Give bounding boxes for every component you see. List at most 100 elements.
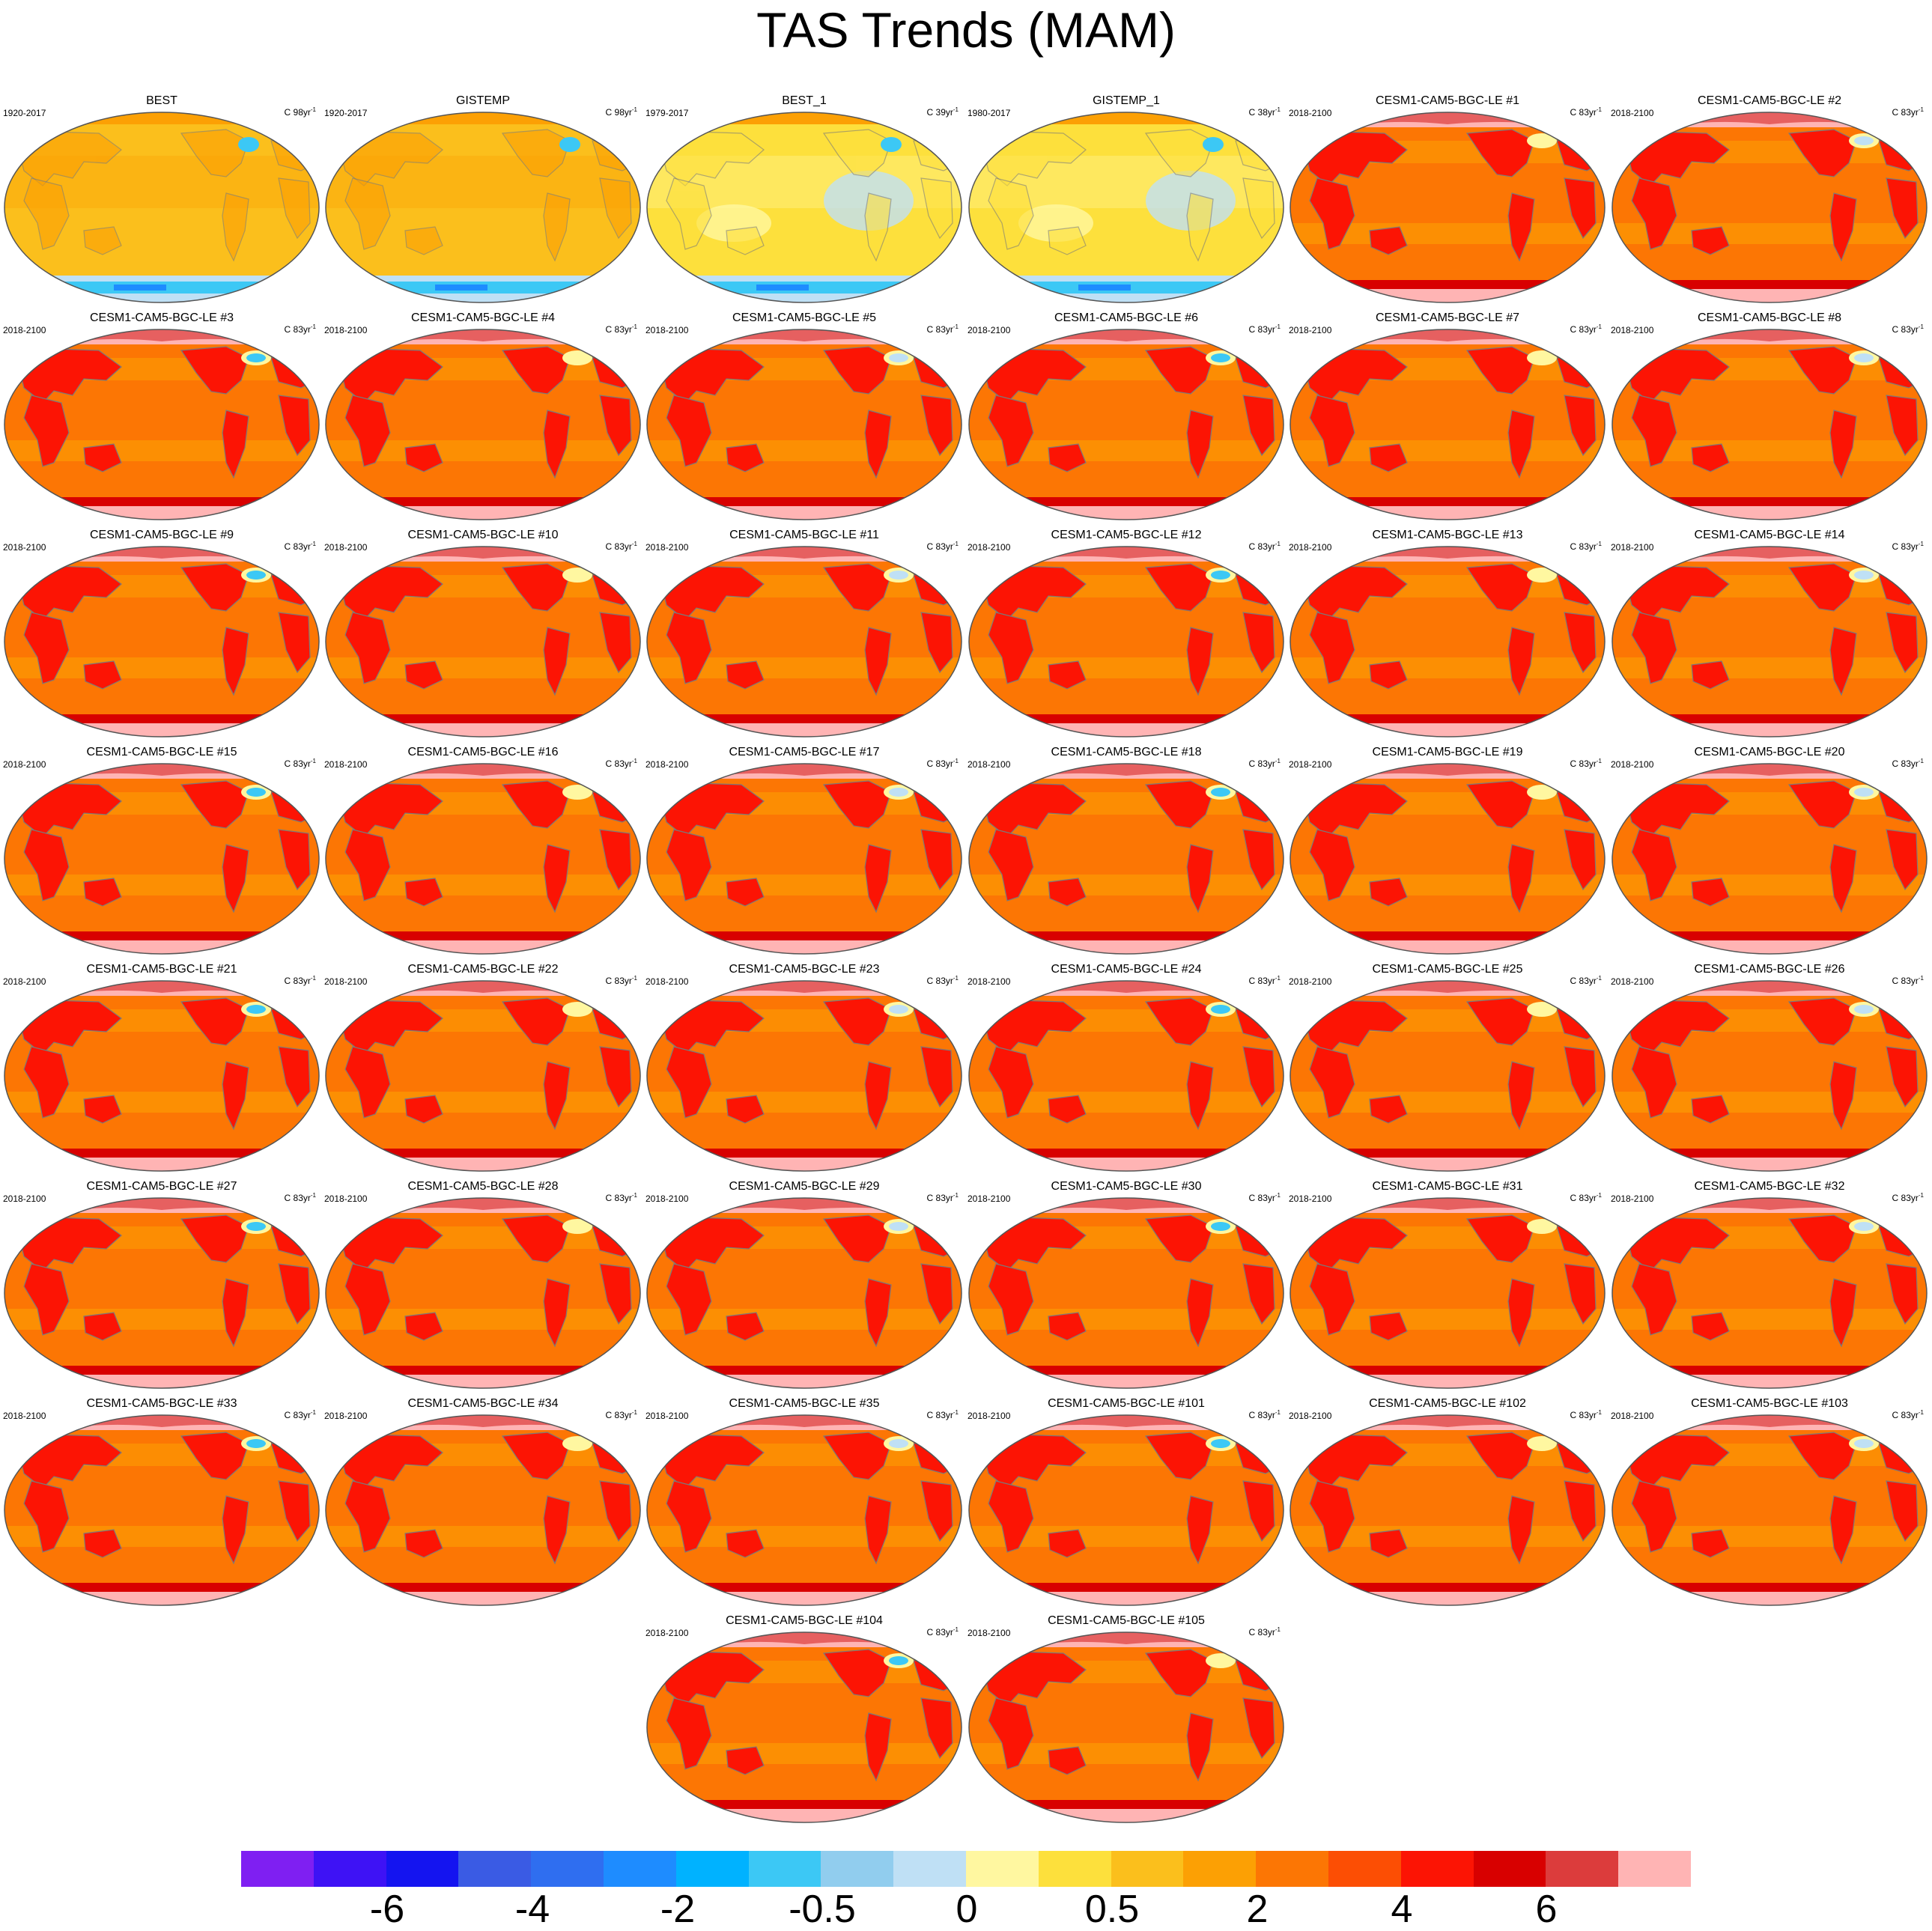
- panel-title: CESM1-CAM5-BGC-LE #21: [86, 963, 237, 976]
- panel-period: 2018-2100: [645, 976, 689, 987]
- panel-title: BEST: [146, 94, 177, 107]
- panel-units: C 83yr-1: [1248, 541, 1281, 552]
- world-map: [646, 1197, 962, 1389]
- colorbar-swatch: [966, 1851, 1039, 1887]
- map-panel: CESM1-CAM5-BGC-LE #2 2018-2100 C 83yr-1: [1609, 94, 1930, 304]
- panel-period: 2018-2100: [645, 1628, 689, 1638]
- map-panel: CESM1-CAM5-BGC-LE #6 2018-2100 C 83yr-1: [966, 311, 1287, 521]
- panel-period: 2018-2100: [324, 1411, 368, 1421]
- map-panel: CESM1-CAM5-BGC-LE #9 2018-2100 C 83yr-1: [1, 529, 322, 738]
- panel-title: CESM1-CAM5-BGC-LE #25: [1372, 963, 1523, 976]
- panel-units: C 38yr-1: [1248, 106, 1281, 118]
- panel-units: C 83yr-1: [1248, 1626, 1281, 1637]
- panel-title: CESM1-CAM5-BGC-LE #3: [89, 311, 234, 324]
- panel-period: 1920-2017: [324, 108, 368, 118]
- panel-title: CESM1-CAM5-BGC-LE #22: [407, 963, 559, 976]
- panel-units: C 83yr-1: [284, 323, 316, 335]
- panel-period: 2018-2100: [324, 542, 368, 553]
- panel-title: CESM1-CAM5-BGC-LE #17: [729, 746, 880, 758]
- panel-units: C 83yr-1: [1248, 1192, 1281, 1203]
- panel-units: C 83yr-1: [284, 1192, 316, 1203]
- panel-units: C 83yr-1: [926, 975, 959, 986]
- world-map: [646, 546, 962, 738]
- panel-units: C 83yr-1: [1570, 323, 1602, 335]
- panel-period: 2018-2100: [1289, 976, 1332, 987]
- panel-units: C 83yr-1: [1892, 323, 1924, 335]
- panel-period: 2018-2100: [967, 759, 1011, 770]
- colorbar-swatch: [1546, 1851, 1619, 1887]
- world-map: [968, 112, 1284, 303]
- colorbar-swatch: [241, 1851, 314, 1887]
- panel-title: CESM1-CAM5-BGC-LE #104: [726, 1614, 883, 1627]
- panel-period: 2018-2100: [1289, 1411, 1332, 1421]
- panel-period: 2018-2100: [3, 976, 46, 987]
- colorbar-swatch: [675, 1851, 749, 1887]
- map-panel: CESM1-CAM5-BGC-LE #17 2018-2100 C 83yr-1: [644, 746, 965, 955]
- colorbar-tick-label: 4: [1391, 1888, 1413, 1931]
- panel-title: CESM1-CAM5-BGC-LE #14: [1694, 529, 1845, 541]
- world-map: [1289, 1414, 1606, 1606]
- panel-period: 2018-2100: [3, 1411, 46, 1421]
- panel-title: CESM1-CAM5-BGC-LE #6: [1054, 311, 1199, 324]
- world-map: [1611, 1414, 1928, 1606]
- colorbar-swatch: [1328, 1851, 1401, 1887]
- world-map: [968, 980, 1284, 1172]
- map-panel: CESM1-CAM5-BGC-LE #11 2018-2100 C 83yr-1: [644, 529, 965, 738]
- map-panel: CESM1-CAM5-BGC-LE #27 2018-2100 C 83yr-1: [1, 1180, 322, 1390]
- map-panel: CESM1-CAM5-BGC-LE #104 2018-2100 C 83yr-1: [644, 1614, 965, 1824]
- colorbar-swatch: [1473, 1851, 1546, 1887]
- panel-title: CESM1-CAM5-BGC-LE #27: [86, 1180, 237, 1193]
- map-panel: CESM1-CAM5-BGC-LE #7 2018-2100 C 83yr-1: [1287, 311, 1608, 521]
- map-panel: CESM1-CAM5-BGC-LE #32 2018-2100 C 83yr-1: [1609, 1180, 1930, 1390]
- colorbar: [241, 1851, 1692, 1887]
- panel-period: 2018-2100: [1289, 759, 1332, 770]
- panel-title: CESM1-CAM5-BGC-LE #5: [732, 311, 877, 324]
- map-panel: GISTEMP_1 1980-2017 C 38yr-1: [966, 94, 1287, 304]
- panel-title: CESM1-CAM5-BGC-LE #26: [1694, 963, 1845, 976]
- panel-period: 2018-2100: [324, 325, 368, 335]
- world-map: [325, 763, 641, 955]
- colorbar-swatch: [893, 1851, 967, 1887]
- panel-units: C 83yr-1: [284, 975, 316, 986]
- map-panel: CESM1-CAM5-BGC-LE #13 2018-2100 C 83yr-1: [1287, 529, 1608, 738]
- colorbar-tick-label: -2: [660, 1888, 696, 1931]
- map-panel: CESM1-CAM5-BGC-LE #24 2018-2100 C 83yr-1: [966, 963, 1287, 1173]
- panel-period: 2018-2100: [3, 759, 46, 770]
- map-panel: CESM1-CAM5-BGC-LE #26 2018-2100 C 83yr-1: [1609, 963, 1930, 1173]
- map-panel: CESM1-CAM5-BGC-LE #30 2018-2100 C 83yr-1: [966, 1180, 1287, 1390]
- world-map: [646, 763, 962, 955]
- panel-period: 2018-2100: [1611, 325, 1654, 335]
- map-panel: CESM1-CAM5-BGC-LE #1 2018-2100 C 83yr-1: [1287, 94, 1608, 304]
- world-map: [1611, 980, 1928, 1172]
- panel-period: 1920-2017: [3, 108, 46, 118]
- map-panel: CESM1-CAM5-BGC-LE #101 2018-2100 C 83yr-1: [966, 1397, 1287, 1607]
- colorbar-swatch: [458, 1851, 532, 1887]
- panel-period: 2018-2100: [324, 976, 368, 987]
- panel-title: CESM1-CAM5-BGC-LE #2: [1697, 94, 1842, 107]
- world-map: [4, 763, 320, 955]
- panel-units: C 83yr-1: [1892, 106, 1924, 118]
- world-map: [1289, 112, 1606, 303]
- panel-period: 2018-2100: [1289, 542, 1332, 553]
- panel-title: CESM1-CAM5-BGC-LE #7: [1375, 311, 1520, 324]
- colorbar-tick-label: -6: [369, 1888, 405, 1931]
- colorbar-swatch: [531, 1851, 604, 1887]
- panel-units: C 83yr-1: [605, 758, 637, 769]
- map-panel: CESM1-CAM5-BGC-LE #12 2018-2100 C 83yr-1: [966, 529, 1287, 738]
- panel-units: C 83yr-1: [284, 758, 316, 769]
- panel-period: 2018-2100: [645, 542, 689, 553]
- map-panel: BEST_1 1979-2017 C 39yr-1: [644, 94, 965, 304]
- colorbar-swatch: [386, 1851, 459, 1887]
- panel-units: C 39yr-1: [926, 106, 959, 118]
- colorbar-swatch: [748, 1851, 821, 1887]
- panel-units: C 83yr-1: [1892, 975, 1924, 986]
- panel-title: CESM1-CAM5-BGC-LE #35: [729, 1397, 880, 1410]
- panel-title: CESM1-CAM5-BGC-LE #32: [1694, 1180, 1845, 1193]
- world-map: [1289, 1197, 1606, 1389]
- map-panel: CESM1-CAM5-BGC-LE #15 2018-2100 C 83yr-1: [1, 746, 322, 955]
- panel-period: 2018-2100: [3, 325, 46, 335]
- panel-units: C 83yr-1: [1570, 758, 1602, 769]
- panel-units: C 83yr-1: [926, 1192, 959, 1203]
- panel-units: C 83yr-1: [1570, 1192, 1602, 1203]
- world-map: [968, 1197, 1284, 1389]
